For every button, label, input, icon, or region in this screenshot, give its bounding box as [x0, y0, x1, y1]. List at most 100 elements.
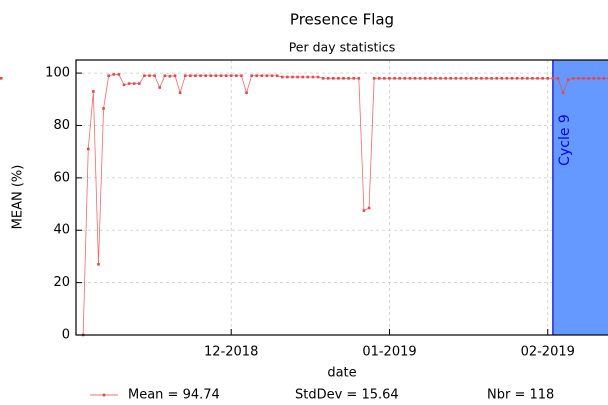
data-point	[260, 74, 264, 78]
data-point	[0, 77, 3, 80]
cycle-region	[552, 60, 608, 335]
x-tick-label: 12-2018	[204, 345, 258, 360]
data-point	[240, 74, 243, 78]
y-tick-label: 40	[53, 223, 70, 238]
data-point	[505, 77, 509, 80]
data-point	[219, 74, 223, 78]
data-point	[393, 77, 396, 80]
stat-label: Nbr = 118	[487, 388, 554, 403]
data-point	[153, 74, 156, 78]
data-point	[122, 83, 126, 87]
data-point	[597, 77, 601, 80]
data-point	[97, 262, 100, 266]
data-point	[112, 73, 116, 76]
data-point	[168, 74, 172, 78]
data-point	[158, 86, 162, 89]
data-point	[102, 107, 105, 110]
data-point	[546, 77, 550, 80]
data-point	[301, 75, 304, 79]
data-point	[214, 74, 218, 78]
data-point	[495, 77, 498, 80]
data-point	[429, 77, 432, 80]
y-tick-label: 20	[53, 275, 70, 290]
data-point	[275, 74, 279, 78]
data-point	[316, 75, 320, 79]
data-point	[602, 77, 606, 80]
data-point	[357, 77, 361, 80]
data-point	[423, 77, 427, 80]
data-point	[127, 82, 131, 85]
data-point	[347, 77, 350, 80]
chart-title: Presence Flag	[290, 11, 394, 29]
data-point	[510, 77, 514, 80]
y-tick-label: 0	[62, 328, 70, 343]
legend-marker	[102, 393, 106, 397]
data-point	[500, 77, 504, 80]
data-point	[490, 77, 493, 80]
data-point	[408, 77, 412, 80]
chart-subtitle: Per day statistics	[289, 40, 396, 55]
data-point	[265, 74, 269, 78]
data-point	[132, 82, 136, 85]
data-point	[464, 77, 468, 80]
data-point	[418, 77, 422, 80]
data-point	[403, 77, 407, 80]
data-point	[204, 74, 207, 78]
data-point	[270, 74, 274, 78]
data-point	[229, 74, 233, 78]
data-point	[332, 77, 335, 80]
data-point	[342, 77, 345, 80]
data-point	[520, 77, 524, 80]
data-point	[388, 77, 391, 80]
data-point	[280, 75, 284, 79]
data-point	[566, 78, 570, 81]
data-point	[367, 206, 371, 210]
y-tick-label: 60	[53, 170, 70, 185]
data-point	[235, 74, 238, 78]
data-point	[286, 75, 289, 79]
data-point	[362, 209, 366, 212]
y-axis-label: MEAN (%)	[11, 165, 26, 230]
data-point	[178, 91, 182, 95]
data-point	[352, 77, 356, 80]
data-point	[587, 77, 590, 80]
data-point	[434, 77, 437, 80]
data-point	[454, 77, 458, 80]
data-point	[377, 77, 381, 80]
data-point	[536, 77, 539, 80]
data-point	[526, 77, 529, 80]
data-point	[577, 77, 580, 80]
data-point	[372, 77, 376, 80]
data-point	[199, 74, 202, 78]
data-point	[92, 90, 95, 93]
data-point	[143, 74, 146, 78]
y-tick-label: 80	[53, 118, 70, 133]
data-point	[245, 91, 248, 95]
data-point	[138, 82, 141, 85]
data-point	[86, 147, 90, 151]
data-point	[173, 74, 177, 78]
data-point	[224, 74, 228, 78]
data-point	[485, 77, 488, 80]
data-point	[556, 77, 560, 80]
data-point	[398, 77, 401, 80]
series-line	[82, 74, 608, 336]
data-point	[107, 74, 110, 78]
data-point	[189, 74, 192, 78]
data-point	[337, 77, 340, 80]
data-point	[541, 77, 544, 80]
data-point	[148, 74, 151, 78]
data-point	[582, 77, 585, 80]
data-point	[449, 77, 453, 80]
data-point	[515, 77, 519, 80]
legend-label: Mean = 94.74	[128, 388, 220, 403]
data-point	[571, 77, 575, 80]
data-point	[561, 91, 565, 95]
data-point	[383, 77, 386, 80]
data-point	[439, 77, 442, 80]
data-point	[551, 77, 555, 80]
data-point	[413, 77, 417, 80]
data-point	[469, 77, 473, 80]
x-tick-label: 02-2019	[521, 345, 575, 360]
